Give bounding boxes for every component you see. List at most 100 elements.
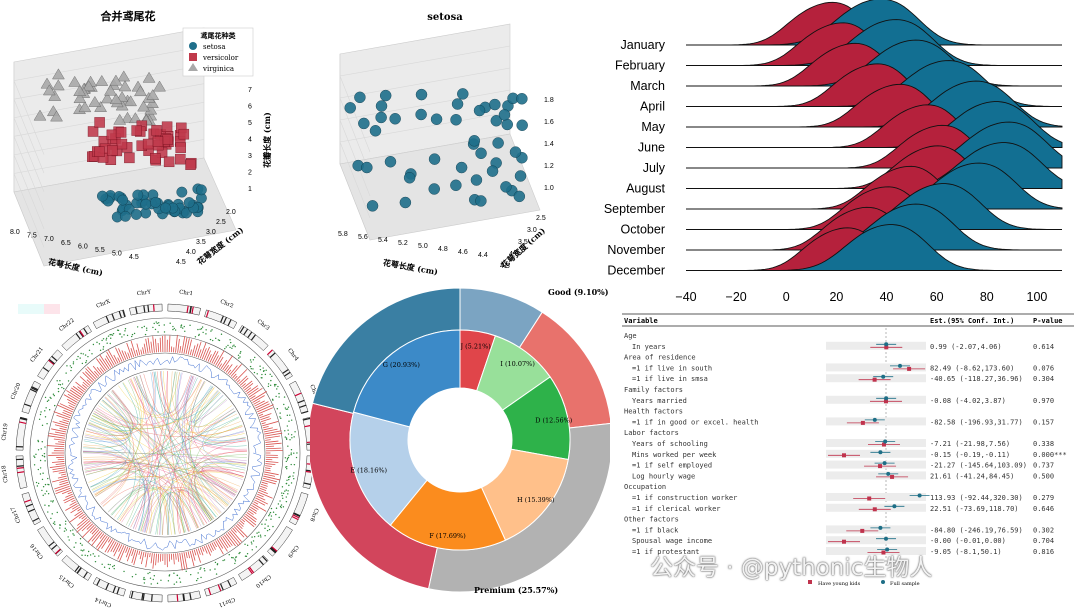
histogram-bar xyxy=(59,481,69,486)
dot-track-point xyxy=(152,578,154,581)
virginica-point xyxy=(118,80,132,92)
versicolor-point xyxy=(151,125,162,136)
dot-track-point xyxy=(293,472,295,474)
histogram-bar xyxy=(205,545,212,556)
dot-track-point xyxy=(37,482,40,485)
setosa-point xyxy=(450,179,462,192)
dot-track-point xyxy=(40,411,42,413)
link-ribbon xyxy=(119,488,199,529)
row-shade xyxy=(826,536,926,545)
setosa-point xyxy=(455,161,468,174)
band-mark xyxy=(48,358,55,365)
row-label: Years married xyxy=(632,397,687,405)
dot-track-point xyxy=(56,380,58,382)
chart-title: setosa xyxy=(427,12,463,23)
dot-track-point xyxy=(178,577,181,579)
dot-track-point xyxy=(235,556,237,558)
dot-track-point xyxy=(36,485,39,487)
histogram-bar xyxy=(252,395,265,403)
dot-track-point xyxy=(85,360,88,362)
link-ribbon xyxy=(102,399,217,517)
histogram-bar xyxy=(246,385,259,394)
link-ribbon xyxy=(160,371,247,450)
legend-marker-full xyxy=(881,580,885,584)
setosa-point xyxy=(96,190,108,202)
histogram-bar xyxy=(265,447,282,450)
histogram-bar xyxy=(253,400,261,405)
histogram-bar xyxy=(233,526,245,538)
dot-track-point xyxy=(59,524,62,526)
histogram-bar xyxy=(257,407,273,415)
dot-track-point xyxy=(112,565,114,568)
histogram-bar xyxy=(70,506,80,514)
histogram-bar xyxy=(65,503,78,511)
circos-panel: Chr1Chr2Chr3Chr4Chr5Chr6Chr7Chr8Chr9Chr1… xyxy=(0,288,320,609)
histogram-bar xyxy=(235,369,248,382)
band-mark xyxy=(78,330,84,338)
histogram-bar xyxy=(104,358,112,368)
band-mark xyxy=(303,482,311,486)
dot-track-point xyxy=(280,504,283,506)
point-full xyxy=(872,417,877,422)
histogram-bar xyxy=(67,393,79,402)
chromosome-band xyxy=(129,303,163,316)
histogram-bar xyxy=(147,337,151,354)
link-ribbon xyxy=(84,467,163,535)
histogram-bar xyxy=(254,400,265,407)
chromosome-band xyxy=(204,577,238,597)
dot-track-point xyxy=(269,511,272,514)
dot-track-point xyxy=(275,507,278,509)
histogram-bar xyxy=(175,334,178,353)
setosa-point xyxy=(514,170,527,182)
dot-track-point xyxy=(246,544,249,547)
dot-track-point xyxy=(289,414,291,416)
row-label: Spousal wage income xyxy=(632,537,712,545)
band-mark xyxy=(48,541,55,547)
histogram-bar xyxy=(112,542,119,553)
dot-track-point xyxy=(287,429,289,431)
point-full xyxy=(882,461,887,466)
dot-track-point xyxy=(257,535,260,537)
point-full xyxy=(884,396,889,401)
forest-plot: Variable Est.(95% Conf. Int.) P-value Age In… xyxy=(622,313,1074,587)
histogram-bar xyxy=(177,338,180,353)
band-mark xyxy=(267,349,273,356)
band-mark xyxy=(122,309,126,317)
link-ribbon xyxy=(168,386,214,535)
dot-track-point xyxy=(286,468,288,470)
dot-track-point xyxy=(216,563,219,565)
point-kids xyxy=(883,399,888,404)
histogram-bar xyxy=(193,343,199,357)
virginica-point xyxy=(33,109,47,121)
histogram-bar xyxy=(227,369,232,375)
histogram-bar xyxy=(265,463,276,465)
dot-track-point xyxy=(44,493,46,495)
dot-track-point xyxy=(260,536,262,538)
dot-track-point xyxy=(101,563,103,565)
histogram-bar xyxy=(177,553,180,562)
dot-track-point xyxy=(69,365,72,367)
point-full xyxy=(917,493,922,498)
dot-track-point xyxy=(256,532,258,534)
setosa-point xyxy=(354,91,366,104)
histogram-bar xyxy=(157,343,160,353)
link-ribbon xyxy=(176,450,247,534)
band-mark xyxy=(31,386,39,391)
histogram-bar xyxy=(53,438,65,441)
dot-track-point xyxy=(123,570,125,573)
dot-track-point xyxy=(86,555,89,557)
dot-track-point xyxy=(35,481,38,484)
point-kids xyxy=(860,528,865,533)
histogram-bar xyxy=(124,351,129,360)
histogram-bar xyxy=(77,386,85,393)
y-tick-label: 2.5 xyxy=(536,215,546,222)
dot-track-point xyxy=(168,574,171,576)
chromosome-label: Chr21 xyxy=(30,346,45,363)
histogram-bar xyxy=(52,469,66,473)
chromosome-label: Chr15 xyxy=(58,573,76,589)
virginica-point xyxy=(109,93,123,105)
histogram-bar xyxy=(51,461,65,463)
dot-track-point xyxy=(44,460,46,462)
dot-track-point xyxy=(153,322,155,325)
watermark: 公众号 · @pythonic生物人 xyxy=(650,555,933,581)
